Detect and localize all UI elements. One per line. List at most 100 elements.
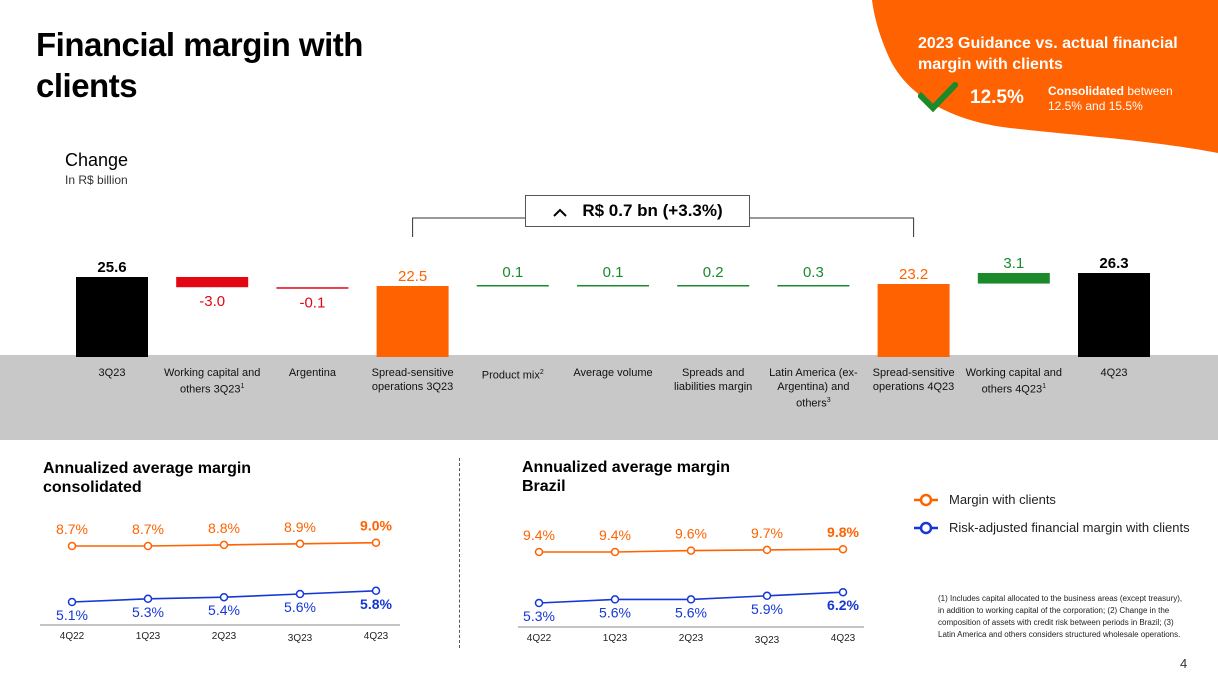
x-tick-label: 3Q23 <box>755 635 780 646</box>
category-label: Working capital and others 3Q231 <box>163 367 261 396</box>
data-label: 3.1 <box>1003 255 1024 272</box>
data-point <box>838 544 848 554</box>
data-point <box>371 586 381 596</box>
data-point <box>219 592 229 602</box>
x-tick-label: 4Q23 <box>831 633 856 644</box>
data-label: 0.3 <box>803 264 824 281</box>
chevron-up-icon <box>552 196 568 226</box>
consolidated-line-chart: 4Q22 1Q23 2Q23 3Q23 4Q23 8.7% 8.7% 8.8% 8.9% 9.0%… <box>40 518 400 644</box>
blue-marker-icon <box>914 521 938 535</box>
change-summary-box: R$ 0.7 bn (+3.3%) <box>525 195 750 227</box>
x-tick-label: 2Q23 <box>212 631 237 642</box>
footnote: (1) Includes capital allocated to the bu… <box>938 594 1183 639</box>
data-label: 9.7% <box>751 525 783 541</box>
footnote-marker: 1 <box>1042 383 1047 390</box>
waterfall-bar <box>476 285 549 287</box>
waterfall-bar <box>577 285 649 287</box>
data-point <box>143 541 153 551</box>
data-label: 0.2 <box>703 264 724 281</box>
summary-bracket <box>412 217 915 237</box>
data-point <box>295 589 305 599</box>
x-tick-label: 1Q23 <box>136 631 161 642</box>
data-label: 5.6% <box>675 604 707 620</box>
orange-marker-icon <box>914 493 938 507</box>
data-point <box>534 547 544 557</box>
brazil-chart-title: Annualized average margin Brazil <box>522 459 731 495</box>
change-subtitle: In R$ billion <box>65 173 128 187</box>
chart-divider <box>459 458 460 648</box>
data-point <box>295 539 305 549</box>
data-label: 5.3% <box>523 608 555 624</box>
data-label: 23.2 <box>899 266 928 283</box>
data-label: 22.5 <box>398 268 427 285</box>
data-point <box>762 591 772 601</box>
data-point <box>610 547 620 557</box>
data-point <box>610 595 620 604</box>
data-point <box>686 595 696 604</box>
x-tick-label: 2Q23 <box>679 633 704 644</box>
x-tick-label: 4Q23 <box>364 631 389 642</box>
footnote-marker: 1 <box>240 383 245 390</box>
data-label: -0.1 <box>299 295 325 312</box>
legend-label: Margin with clients <box>949 492 1056 507</box>
category-label: Average volume <box>573 367 653 379</box>
page-number: 4 <box>1180 656 1188 671</box>
data-label: -3.0 <box>199 293 225 310</box>
category-label: Spread-sensitive operations 4Q23 <box>872 367 955 393</box>
legend-label: Risk-adjusted financial margin with clie… <box>949 520 1190 535</box>
change-summary-text: R$ 0.7 bn (+3.3%) <box>582 201 723 220</box>
waterfall-bar <box>777 285 850 287</box>
data-label: 25.6 <box>97 259 126 276</box>
x-tick-label: 3Q23 <box>288 633 313 644</box>
category-label: Spread-sensitive operations 3Q23 <box>371 367 454 393</box>
data-point <box>534 598 544 608</box>
data-label: 8.7% <box>132 521 164 537</box>
checkmark-icon <box>918 82 958 112</box>
data-point <box>67 597 77 607</box>
data-point <box>143 594 153 604</box>
data-label: 5.1% <box>56 607 88 623</box>
data-point <box>219 540 229 550</box>
footnote-marker: 2 <box>539 369 544 376</box>
data-point <box>838 587 848 597</box>
data-label: 9.6% <box>675 526 707 542</box>
change-title: Change <box>65 150 129 170</box>
category-label: Working capital and others 4Q231 <box>965 367 1062 396</box>
waterfall-bar <box>76 277 148 357</box>
consolidated-chart-title: Annualized average margin consolidated <box>43 460 252 496</box>
data-label: 26.3 <box>1099 255 1128 272</box>
data-label: 5.4% <box>208 602 240 618</box>
x-tick-label: 4Q22 <box>60 631 85 642</box>
waterfall-bar <box>877 284 950 357</box>
waterfall-chart: 25.6 -3.0 -0.1 22.5 0.1 0.1 0.2 0.3 23.2 3.1 26.3 <box>76 217 1150 357</box>
guidance-description: Consolidated between 12.5% and 15.5% <box>1048 84 1173 113</box>
data-point <box>67 541 77 551</box>
guidance-title: 2023 Guidance vs. actual financial margi… <box>918 35 1178 73</box>
data-label: 8.9% <box>284 519 316 535</box>
page-title: Financial margin with clients <box>36 26 363 104</box>
category-band <box>0 355 1218 440</box>
waterfall-bar <box>176 277 249 288</box>
data-label: 5.9% <box>751 601 783 617</box>
category-label: Product mix2 <box>481 369 544 382</box>
waterfall-bar <box>276 287 349 289</box>
data-label: 6.2% <box>827 597 859 613</box>
data-point <box>762 545 772 555</box>
x-tick-label: 4Q22 <box>527 633 552 644</box>
data-label: 5.6% <box>284 599 316 615</box>
data-point <box>371 538 381 547</box>
data-label: 0.1 <box>502 264 523 281</box>
waterfall-bar <box>376 286 449 357</box>
brazil-line-chart: 4Q22 1Q23 2Q23 3Q23 4Q23 9.4% 9.4% 9.6% 9.7% 9.8%… <box>518 524 864 646</box>
guidance-value: 12.5% <box>970 87 1024 108</box>
data-label: 8.7% <box>56 521 88 537</box>
data-label: 9.8% <box>827 524 859 540</box>
waterfall-bar <box>677 285 750 287</box>
data-label: 9.4% <box>599 527 631 543</box>
data-label: 8.8% <box>208 520 240 536</box>
category-label: Argentina <box>288 367 336 379</box>
data-label: 9.4% <box>523 527 555 543</box>
data-point <box>686 546 696 555</box>
category-label: 3Q23 <box>98 367 126 379</box>
data-label: 0.1 <box>603 264 624 281</box>
